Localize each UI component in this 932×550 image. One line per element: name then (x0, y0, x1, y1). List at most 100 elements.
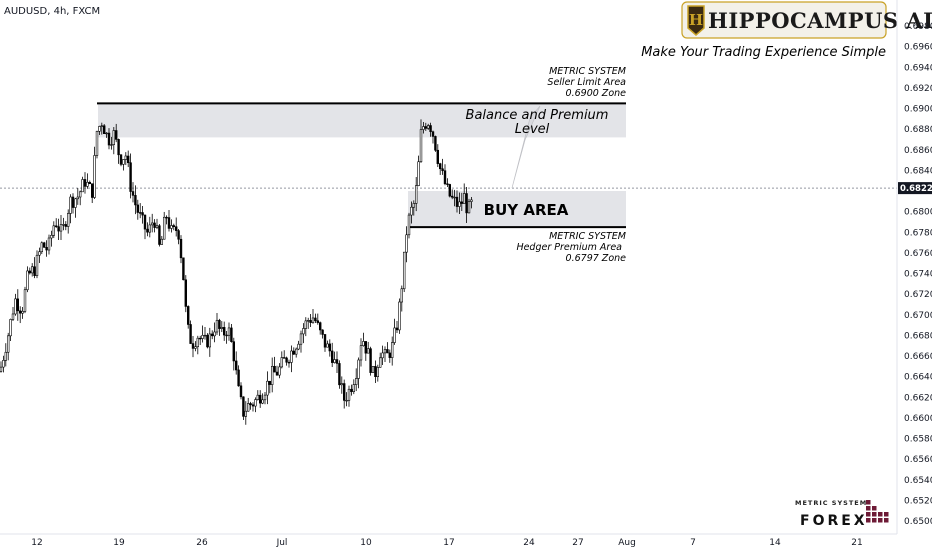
candle-body (88, 181, 92, 185)
candle-body (244, 410, 247, 417)
candle-body (54, 225, 58, 227)
hedger-note-line3: 0.6797 Zone (566, 253, 627, 264)
balance-callout-pointer (511, 105, 541, 189)
buy-area-zone (408, 191, 626, 228)
candle-body (93, 155, 96, 198)
price-tick-label: 0.65000 (904, 517, 932, 527)
candle-body (247, 403, 250, 412)
candle-body (405, 234, 408, 253)
candle-body (119, 154, 123, 165)
candle-body (177, 230, 180, 240)
candle-body (194, 346, 197, 349)
time-tick-label: 12 (31, 538, 42, 548)
candle-body (201, 335, 204, 339)
candle-body (196, 337, 199, 348)
candle-body (412, 203, 415, 208)
current-price-label: 0.68228 (900, 184, 932, 194)
watermark-block (872, 506, 877, 511)
candle-body (57, 226, 60, 232)
candle-body (146, 228, 149, 233)
candle-body (347, 388, 351, 401)
candle-body (263, 394, 267, 401)
price-tick-label: 0.69000 (904, 105, 932, 115)
time-tick-label: 24 (523, 538, 535, 548)
candle-body (182, 257, 185, 281)
candle-body (414, 185, 418, 204)
candle-body (458, 201, 461, 207)
candle-body (239, 385, 243, 398)
candle-body (91, 183, 94, 198)
candle-body (129, 162, 132, 192)
price-tick-label: 0.67600 (904, 249, 932, 259)
candle-body (151, 222, 154, 226)
time-tick-label: 7 (690, 538, 696, 548)
candle-body (4, 351, 8, 361)
candle-body (455, 196, 459, 207)
candle-body (136, 204, 139, 213)
candle-body (203, 334, 207, 337)
hedger-note-line2: Hedger Premium Area (516, 242, 622, 253)
candle-body (419, 129, 423, 163)
time-tick-label: Aug (618, 538, 636, 548)
watermark-block (866, 506, 871, 511)
price-tick-label: 0.66400 (904, 373, 932, 383)
candle-body (187, 306, 190, 325)
candle-body (369, 348, 372, 373)
candle-body (0, 366, 3, 372)
time-tick-label: 21 (851, 538, 862, 548)
price-tick-label: 0.69200 (904, 84, 932, 94)
candle-body (333, 359, 336, 363)
candle-body (218, 319, 221, 329)
candle-body (304, 320, 307, 329)
candle-body (378, 357, 382, 368)
watermark-block (872, 518, 877, 523)
candle-body (67, 213, 70, 227)
candle-body (287, 361, 291, 364)
candle-body (258, 394, 262, 404)
candle-body (395, 327, 399, 331)
watermark-block (878, 518, 883, 523)
candle-body (453, 196, 456, 199)
candle-body (376, 367, 379, 378)
metric-forex-watermark: METRIC SYSTEM FOREX (795, 499, 889, 529)
candle-body (42, 242, 46, 248)
candle-body (359, 345, 363, 361)
price-tick-label: 0.68400 (904, 166, 932, 176)
candle-body (134, 195, 137, 206)
candle-body (297, 343, 300, 350)
candle-body (381, 352, 384, 359)
candle-body (275, 371, 279, 376)
candle-body (23, 289, 27, 312)
candle-body (438, 163, 442, 170)
watermark-block (872, 512, 877, 517)
shield-icon (687, 5, 705, 36)
watermark-bottom: FOREX (800, 513, 868, 529)
candle-body (50, 235, 53, 239)
candle-body (225, 334, 228, 337)
candle-body (280, 357, 283, 368)
candle-body (321, 329, 324, 335)
price-tick-label: 0.65600 (904, 455, 932, 465)
candle-body (306, 320, 310, 322)
candle-body (117, 139, 120, 156)
candle-body (76, 196, 80, 200)
hippocampus-logo: H HIPPOCAMPUS AI (681, 1, 932, 39)
candle-body (213, 331, 216, 337)
candle-body (273, 365, 276, 373)
candle-body (393, 327, 396, 343)
candle-body (189, 324, 192, 344)
candle-body (450, 195, 454, 198)
time-axis[interactable]: 12 19 26 Jul 10 17 24 27 Aug 7 14 21 (31, 538, 862, 548)
time-tick-label: 26 (196, 538, 208, 548)
symbol-title[interactable]: AUDUSD, 4h, FXCM (4, 6, 100, 17)
candle-body (83, 179, 87, 187)
candle-body (110, 144, 113, 146)
candle-body (311, 317, 315, 323)
candle-body (71, 196, 75, 208)
candle-body (21, 311, 24, 314)
candle-body (14, 298, 17, 315)
candle-body (227, 327, 231, 336)
candle-body (462, 193, 466, 204)
candle-body (410, 206, 413, 216)
